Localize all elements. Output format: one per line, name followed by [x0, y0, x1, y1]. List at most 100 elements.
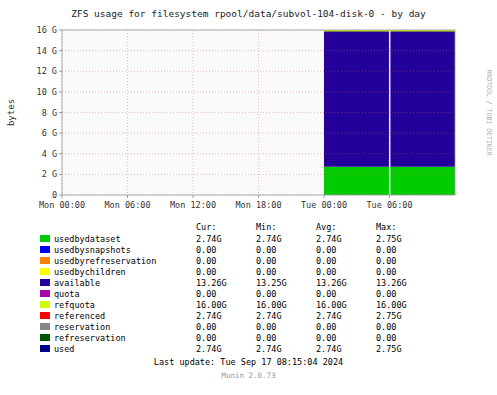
grid-line — [62, 50, 455, 51]
legend-entry: usedbysnapshots — [54, 245, 131, 255]
legend-value: 0.00 — [376, 267, 396, 277]
grid-line — [324, 30, 325, 195]
legend-value: 2.75G — [376, 311, 402, 321]
plot-background — [62, 30, 455, 195]
tick — [389, 195, 390, 198]
legend-swatch — [40, 312, 50, 319]
legend-value: 0.00 — [316, 322, 336, 332]
legend-header: Max: — [376, 222, 396, 232]
tick-label: 10 G — [37, 87, 57, 97]
legend-entry: refquota — [54, 300, 95, 310]
plot-frame — [62, 30, 455, 195]
legend-value: 16.00G — [316, 300, 347, 310]
tick — [324, 195, 325, 198]
legend-swatch — [40, 290, 50, 297]
tick-label: Mon 06:00 — [104, 200, 150, 210]
tick-label: Tue 06:00 — [366, 200, 412, 210]
legend-swatch — [40, 301, 50, 308]
tick-label: 4 G — [42, 149, 57, 159]
legend-swatch — [40, 257, 50, 264]
grid-line — [62, 91, 455, 92]
tick — [59, 91, 62, 92]
legend-value: 16.00G — [256, 300, 287, 310]
tick-label: 16 G — [37, 25, 57, 35]
tick — [193, 195, 194, 198]
tick — [258, 195, 259, 198]
legend-value: 13.26G — [316, 278, 347, 288]
title: ZFS usage for filesystem rpool/data/subv… — [71, 8, 426, 19]
legend-value: 0.00 — [196, 322, 216, 332]
tick — [62, 195, 63, 198]
legend-value: 0.00 — [196, 267, 216, 277]
legend-value: 0.00 — [196, 289, 216, 299]
legend-entry: quota — [54, 289, 80, 299]
legend-swatch — [40, 246, 50, 253]
legend-entry: usedbyrefreservation — [54, 256, 156, 266]
tick-label: Mon 00:00 — [39, 200, 85, 210]
legend-value: 2.75G — [376, 344, 402, 354]
legend-value: 0.00 — [376, 245, 396, 255]
legend-header: Cur: — [196, 222, 216, 232]
tick — [59, 50, 62, 51]
tick — [59, 112, 62, 113]
legend-header: Avg: — [316, 222, 336, 232]
legend-value: 0.00 — [316, 333, 336, 343]
tick-label: Tue 00:00 — [301, 200, 347, 210]
legend-value: 0.00 — [256, 256, 276, 266]
legend-entry: reservation — [54, 322, 110, 332]
tick-label: 14 G — [37, 46, 57, 56]
legend-entry: referenced — [54, 311, 105, 321]
legend-value: 0.00 — [256, 333, 276, 343]
legend-value: 16.00G — [376, 300, 407, 310]
grid-line — [193, 30, 194, 195]
legend-entry: refreservation — [54, 333, 126, 343]
legend-value: 13.25G — [256, 278, 287, 288]
tick-label: Mon 18:00 — [235, 200, 281, 210]
annotation: Last update: Tue Sep 17 08:15:04 2024 — [154, 357, 343, 367]
axis-label: bytes — [6, 99, 16, 126]
grid-line — [258, 30, 259, 195]
legend-value: 0.00 — [196, 256, 216, 266]
legend-value: 13.26G — [196, 278, 227, 288]
legend-value: 0.00 — [376, 322, 396, 332]
legend-value: 0.00 — [376, 289, 396, 299]
legend-swatch — [40, 334, 50, 341]
legend-entry: used — [54, 344, 74, 354]
legend-value: 0.00 — [316, 256, 336, 266]
legend-value: 0.00 — [316, 289, 336, 299]
tick-label: Mon 12:00 — [170, 200, 216, 210]
chart: ZFS usage for filesystem rpool/data/subv… — [0, 0, 497, 395]
grid-line — [62, 71, 455, 72]
legend-value: 0.00 — [196, 333, 216, 343]
legend-value: 0.00 — [376, 256, 396, 266]
tick — [59, 174, 62, 175]
legend-value: 13.26G — [376, 278, 407, 288]
tick — [127, 195, 128, 198]
watermark: RRDTOOL / TOBI OETIKER — [485, 69, 493, 155]
legend-value: 16.00G — [196, 300, 227, 310]
tick — [59, 71, 62, 72]
grid-line — [127, 30, 128, 195]
tick — [59, 195, 62, 196]
legend-value: 2.74G — [196, 344, 222, 354]
legend-value: 0.00 — [316, 245, 336, 255]
tick — [59, 153, 62, 154]
tick — [59, 30, 62, 31]
legend-value: 0.00 — [256, 322, 276, 332]
tick-label: 0 — [52, 190, 57, 200]
legend-value: 2.74G — [196, 311, 222, 321]
legend-entry: usedbychildren — [54, 267, 126, 277]
tick-label: 2 G — [42, 169, 57, 179]
legend-value: 0.00 — [256, 267, 276, 277]
grid-line — [389, 30, 390, 195]
legend-value: 2.74G — [316, 234, 342, 244]
tick — [59, 133, 62, 134]
legend-swatch — [40, 235, 50, 242]
legend-value: 0.00 — [376, 333, 396, 343]
grid-line — [62, 112, 455, 113]
legend-header: Min: — [256, 222, 276, 232]
legend-value: 0.00 — [256, 289, 276, 299]
legend-swatch — [40, 323, 50, 330]
legend-value: 2.74G — [256, 234, 282, 244]
legend-value: 0.00 — [256, 245, 276, 255]
